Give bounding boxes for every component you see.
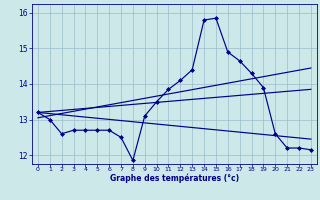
X-axis label: Graphe des températures (°c): Graphe des températures (°c): [110, 174, 239, 183]
